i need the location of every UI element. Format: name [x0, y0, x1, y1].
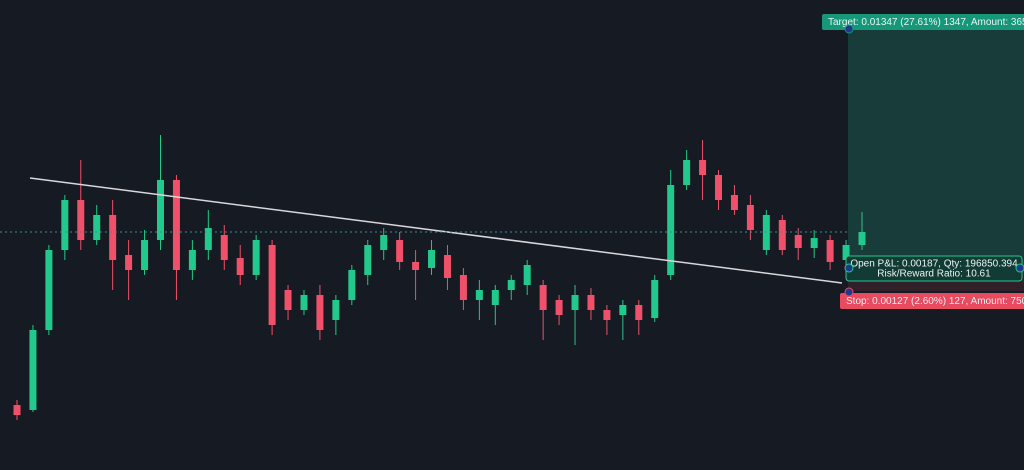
- candle-body: [730, 195, 738, 210]
- candle-body: [204, 228, 212, 250]
- candle-body: [220, 235, 228, 260]
- candle-body: [619, 305, 627, 315]
- stop-label-box: [840, 293, 1024, 309]
- candle-body: [109, 215, 117, 260]
- candle-body: [523, 265, 531, 285]
- candle-body: [459, 275, 467, 300]
- candle-body: [635, 305, 643, 320]
- candle-body: [810, 238, 818, 249]
- candle-body: [93, 215, 101, 240]
- candle-body: [300, 295, 308, 310]
- target-label-box: [822, 14, 1024, 30]
- candle-body: [715, 175, 723, 200]
- candle-body: [13, 405, 21, 415]
- entry-handle[interactable]: [844, 263, 854, 273]
- target-zone: [848, 27, 1024, 268]
- candle-body: [507, 280, 515, 290]
- candle-body: [396, 240, 404, 262]
- candle-body: [571, 295, 579, 310]
- candle-body: [762, 215, 770, 250]
- candle-body: [125, 255, 133, 270]
- candle-body: [61, 200, 69, 250]
- candle-body: [156, 180, 164, 240]
- candle-body: [172, 180, 180, 270]
- candle-body: [236, 258, 244, 275]
- candle-body: [539, 285, 547, 310]
- entry-handle-right[interactable]: [1015, 263, 1024, 273]
- trend-line[interactable]: [29, 177, 843, 284]
- candle-body: [587, 295, 595, 310]
- candle-body: [316, 295, 324, 330]
- candle-body: [667, 185, 675, 275]
- candle-body: [651, 280, 659, 319]
- candle-body: [842, 245, 850, 260]
- candle-body: [746, 205, 754, 230]
- stop-handle[interactable]: [844, 287, 854, 297]
- candle-body: [826, 240, 834, 262]
- candle-body: [45, 250, 53, 330]
- candle-body: [603, 310, 611, 320]
- candle-body: [29, 330, 37, 410]
- pnl-label: Open P&L: 0.00187, Qty: 196850.394: [850, 259, 1018, 270]
- candle-body: [475, 290, 483, 300]
- candle-body: [332, 300, 340, 320]
- candle-body: [858, 231, 866, 245]
- candle-body: [443, 255, 451, 279]
- candle-body: [268, 245, 276, 325]
- candle-body: [348, 270, 356, 300]
- candle-body: [141, 240, 149, 270]
- candle-body: [252, 240, 260, 275]
- candle-body: [428, 250, 436, 269]
- candle-body: [794, 235, 802, 249]
- candle-body: [77, 200, 85, 240]
- candle-body: [188, 250, 196, 270]
- candle-body: [683, 160, 691, 185]
- target-handle[interactable]: [844, 24, 854, 34]
- candle-body: [699, 160, 707, 175]
- target-label: Target: 0.01347 (27.61%) 1347, Amount: 3…: [828, 17, 1024, 28]
- candle-body: [380, 235, 388, 250]
- ratio-label: Risk/Reward Ratio: 10.61: [877, 269, 991, 280]
- candle-body: [555, 300, 563, 315]
- candle-body: [778, 220, 786, 250]
- stop-label: Stop: 0.00127 (2.60%) 127, Amount: 750: [846, 296, 1024, 307]
- candle-body: [412, 261, 420, 270]
- candle-body: [284, 290, 292, 310]
- candle-body: [364, 245, 372, 275]
- candle-body: [491, 290, 499, 305]
